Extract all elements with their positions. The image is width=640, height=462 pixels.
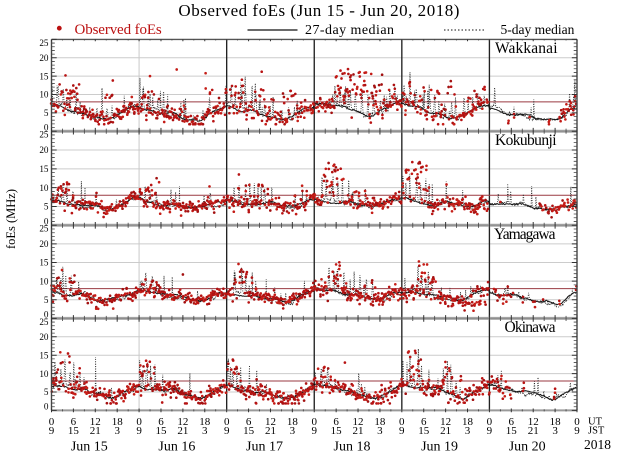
svg-text:foEs (MHz): foEs (MHz) (4, 189, 18, 249)
svg-text:15: 15 (331, 425, 343, 437)
svg-text:20: 20 (39, 332, 49, 342)
svg-text:0: 0 (44, 217, 49, 227)
svg-text:18: 18 (550, 416, 562, 428)
svg-text:18: 18 (374, 416, 386, 428)
svg-text:15: 15 (68, 425, 80, 437)
svg-text:Kokubunji: Kokubunji (495, 132, 557, 149)
svg-text:20: 20 (39, 239, 49, 249)
svg-text:10: 10 (39, 90, 49, 100)
svg-text:25: 25 (39, 38, 49, 48)
svg-text:Jun 20: Jun 20 (509, 440, 546, 455)
svg-text:21: 21 (440, 425, 451, 437)
svg-text:Observed foEs: Observed foEs (75, 22, 162, 38)
svg-text:15: 15 (243, 425, 255, 437)
svg-text:21: 21 (528, 425, 539, 437)
svg-text:20: 20 (39, 53, 49, 63)
svg-text:3: 3 (377, 425, 383, 437)
svg-text:15: 15 (39, 258, 49, 268)
svg-text:15: 15 (156, 425, 168, 437)
svg-text:6: 6 (421, 416, 427, 428)
svg-text:10: 10 (39, 369, 49, 379)
svg-text:0: 0 (44, 402, 49, 412)
svg-text:15: 15 (39, 164, 49, 174)
svg-text:Observed foEs (Jun 15 - Jun 20: Observed foEs (Jun 15 - Jun 20, 2018) (178, 1, 459, 20)
svg-text:15: 15 (39, 350, 49, 360)
svg-text:9: 9 (574, 425, 580, 437)
svg-text:9: 9 (224, 425, 230, 437)
svg-text:9: 9 (487, 425, 493, 437)
svg-text:6: 6 (333, 416, 339, 428)
svg-text:18: 18 (199, 416, 211, 428)
svg-text:2018: 2018 (584, 437, 611, 452)
svg-text:Wakkanai: Wakkanai (495, 40, 558, 57)
svg-text:6: 6 (71, 416, 77, 428)
svg-text:0: 0 (136, 416, 142, 428)
svg-text:5: 5 (44, 202, 49, 212)
svg-text:0: 0 (399, 416, 405, 428)
svg-text:25: 25 (39, 224, 49, 234)
svg-text:3: 3 (465, 425, 471, 437)
svg-text:Jun 15: Jun 15 (71, 440, 108, 455)
svg-text:5: 5 (44, 387, 49, 397)
svg-text:Jun 17: Jun 17 (246, 440, 283, 455)
svg-text:0: 0 (224, 416, 230, 428)
svg-text:18: 18 (112, 416, 124, 428)
svg-text:5: 5 (44, 108, 49, 118)
svg-text:10: 10 (39, 183, 49, 193)
svg-text:21: 21 (177, 425, 188, 437)
svg-text:0: 0 (311, 416, 317, 428)
svg-text:9: 9 (49, 425, 55, 437)
svg-text:9: 9 (136, 425, 142, 437)
svg-text:10: 10 (39, 276, 49, 286)
svg-text:UT: UT (588, 417, 603, 428)
svg-text:12: 12 (177, 416, 188, 428)
svg-text:12: 12 (90, 416, 101, 428)
svg-text:JST: JST (588, 426, 605, 437)
svg-text:3: 3 (114, 425, 120, 437)
svg-text:0: 0 (49, 416, 55, 428)
svg-text:Yamagawa: Yamagawa (494, 226, 556, 243)
svg-text:0: 0 (487, 416, 493, 428)
svg-text:9: 9 (311, 425, 317, 437)
svg-text:18: 18 (287, 416, 299, 428)
svg-text:21: 21 (353, 425, 364, 437)
svg-text:0: 0 (44, 122, 49, 132)
svg-text:9: 9 (399, 425, 405, 437)
svg-text:3: 3 (290, 425, 296, 437)
svg-text:25: 25 (39, 317, 49, 327)
svg-text:3: 3 (202, 425, 208, 437)
svg-text:15: 15 (418, 425, 430, 437)
svg-text:12: 12 (528, 416, 539, 428)
svg-text:21: 21 (90, 425, 101, 437)
svg-text:12: 12 (265, 416, 276, 428)
svg-text:5: 5 (44, 295, 49, 305)
svg-text:12: 12 (353, 416, 364, 428)
svg-text:0: 0 (574, 416, 580, 428)
svg-text:Jun 19: Jun 19 (421, 440, 458, 455)
svg-text:3: 3 (552, 425, 558, 437)
svg-text:18: 18 (462, 416, 474, 428)
svg-text:15: 15 (506, 425, 518, 437)
svg-text:15: 15 (39, 71, 49, 81)
svg-text:25: 25 (39, 130, 49, 140)
svg-text:5-day median: 5-day median (501, 22, 575, 37)
svg-text:20: 20 (39, 145, 49, 155)
svg-text:6: 6 (509, 416, 515, 428)
svg-text:27-day median: 27-day median (305, 23, 394, 38)
svg-text:Jun 16: Jun 16 (158, 440, 195, 455)
svg-text:21: 21 (265, 425, 276, 437)
svg-text:Okinawa: Okinawa (505, 319, 556, 336)
svg-text:6: 6 (246, 416, 252, 428)
svg-text:6: 6 (158, 416, 164, 428)
svg-text:Jun 18: Jun 18 (334, 440, 371, 455)
svg-text:0: 0 (44, 310, 49, 320)
svg-text:12: 12 (440, 416, 451, 428)
